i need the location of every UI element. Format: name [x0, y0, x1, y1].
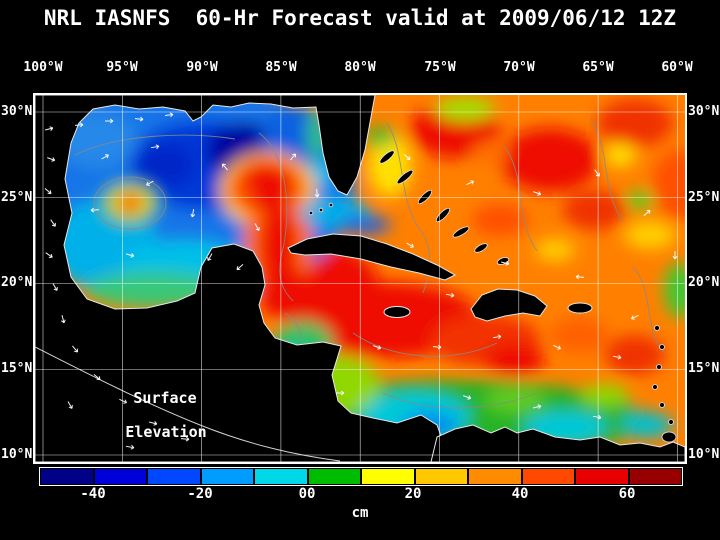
puerto-rico-land	[567, 302, 593, 314]
lon-tick-60w: 60°W	[661, 60, 693, 75]
colorbar-segment	[255, 469, 307, 484]
colorbar-segment	[148, 469, 200, 484]
lon-tick-100w: 100°W	[23, 60, 63, 75]
lat-tick-right-20n: 20°N	[688, 275, 720, 290]
annotation-surface: Surface	[133, 389, 196, 407]
lon-tick-80w: 80°W	[344, 60, 376, 75]
hispaniola-land	[470, 288, 548, 322]
page-title: NRL IASNFS 60-Hr Forecast valid at 2009/…	[43, 6, 677, 30]
lon-tick-75w: 75°W	[424, 60, 456, 75]
lon-tick-85w: 85°W	[265, 60, 297, 75]
colorbar-segment	[522, 469, 574, 484]
jamaica-land	[383, 306, 411, 318]
colorbar-segment	[41, 469, 93, 484]
grid-lines	[35, 95, 685, 462]
pacific-coastline	[35, 346, 341, 462]
lat-tick-left-15n: 15°N	[1, 361, 33, 376]
colorbar	[39, 467, 683, 486]
colorbar-tick-40: 40	[511, 486, 529, 502]
annotation-elevation: Elevation	[125, 423, 206, 441]
colorbar-unit-label: cm	[351, 505, 369, 521]
map-frame: Surface Elevation	[33, 93, 687, 464]
lon-tick-90w: 90°W	[186, 60, 218, 75]
colorbar-segments	[41, 469, 681, 484]
lat-tick-right-25n: 25°N	[688, 190, 720, 205]
colorbar-tick-neg20: -20	[187, 486, 213, 502]
north-central-america-land	[35, 95, 448, 462]
south-america-land	[430, 424, 685, 462]
lat-tick-left-10n: 10°N	[1, 447, 33, 462]
cuba-land	[287, 233, 457, 281]
lon-tick-95w: 95°W	[106, 60, 138, 75]
bahamas-islands	[379, 150, 510, 265]
lat-tick-right-30n: 30°N	[688, 104, 720, 119]
colorbar-segment	[576, 469, 628, 484]
contour-lines	[74, 118, 666, 409]
lat-tick-left-25n: 25°N	[1, 190, 33, 205]
colorbar-segment	[469, 469, 521, 484]
colorbar-segment	[362, 469, 414, 484]
colorbar-segment	[415, 469, 467, 484]
colorbar-segment	[94, 469, 146, 484]
lon-tick-70w: 70°W	[503, 60, 535, 75]
lat-tick-right-10n: 10°N	[688, 447, 720, 462]
colorbar-tick-00: 00	[298, 486, 316, 502]
lesser-antilles-islands	[652, 325, 677, 443]
lat-tick-left-30n: 30°N	[1, 104, 33, 119]
colorbar-tick-20: 20	[404, 486, 422, 502]
colorbar-tick-neg40: -40	[80, 486, 106, 502]
lat-tick-left-20n: 20°N	[1, 275, 33, 290]
colorbar-segment	[201, 469, 253, 484]
florida-keys	[308, 202, 334, 216]
lon-tick-65w: 65°W	[582, 60, 614, 75]
colorbar-segment	[629, 469, 681, 484]
lat-tick-right-15n: 15°N	[688, 361, 720, 376]
current-vector-arrows	[44, 112, 678, 450]
land-mask	[35, 95, 685, 462]
colorbar-tick-60: 60	[618, 486, 636, 502]
colorbar-segment	[308, 469, 360, 484]
map-svg: Surface Elevation	[35, 95, 685, 462]
